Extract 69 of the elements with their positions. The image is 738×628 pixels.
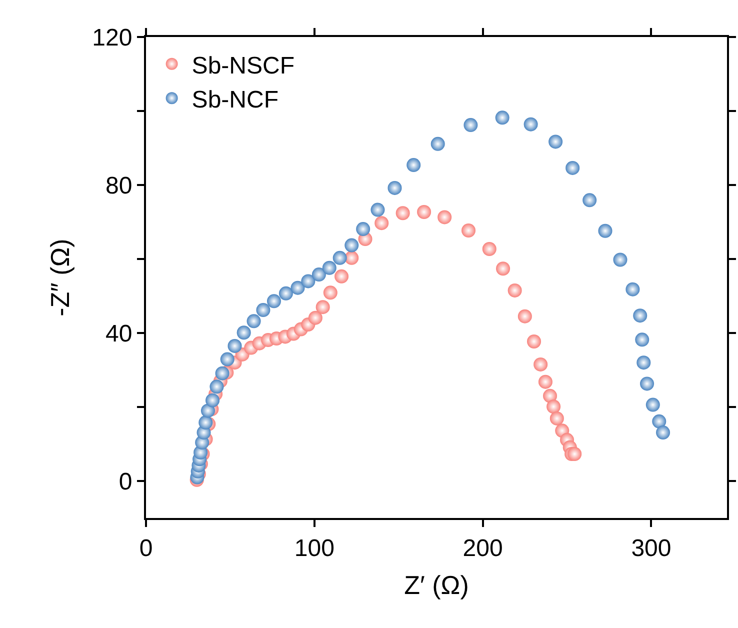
point	[527, 334, 542, 349]
point	[228, 338, 242, 353]
point	[316, 300, 330, 314]
point	[344, 238, 359, 252]
point	[534, 357, 548, 372]
x-axis-title: Z′ (Ω)	[404, 570, 469, 600]
y-tick-label: 0	[118, 468, 132, 496]
point	[546, 400, 561, 414]
point	[301, 274, 316, 288]
y-tick-label: 120	[92, 24, 132, 52]
x-tick-label: 0	[139, 534, 153, 562]
point	[256, 303, 270, 318]
point	[635, 332, 650, 347]
point	[396, 206, 410, 220]
point	[636, 356, 651, 370]
point	[322, 260, 336, 275]
y-tick-label: 80	[105, 172, 132, 200]
x-tick-label: 300	[631, 534, 672, 562]
point	[266, 294, 281, 308]
point	[312, 268, 326, 282]
point	[206, 393, 220, 408]
legend-label: Sb-NCF	[192, 86, 278, 114]
x-tick-label: 100	[294, 534, 334, 562]
point	[462, 224, 476, 238]
point	[332, 250, 347, 265]
point	[566, 160, 580, 175]
point	[633, 308, 648, 323]
point	[640, 376, 654, 391]
point	[290, 280, 305, 295]
point	[236, 326, 251, 340]
point	[438, 210, 452, 224]
point	[626, 282, 640, 296]
point	[308, 310, 322, 325]
y-axis-title: -Z″ (Ω)	[45, 238, 76, 316]
point	[198, 416, 213, 430]
x-tick-label: 200	[462, 534, 503, 562]
point	[278, 286, 293, 300]
point	[374, 216, 389, 230]
point	[430, 136, 445, 151]
point	[388, 180, 402, 195]
legend-label: Sb-NSCF	[192, 52, 294, 80]
point	[220, 352, 234, 366]
point	[652, 414, 666, 428]
point	[524, 117, 538, 132]
point	[482, 242, 496, 256]
point	[215, 366, 230, 380]
point	[495, 110, 510, 125]
point	[406, 158, 421, 172]
point	[334, 269, 349, 284]
point	[550, 411, 564, 426]
point	[538, 374, 552, 389]
point	[656, 426, 670, 440]
point	[210, 380, 224, 394]
point	[598, 224, 612, 238]
point	[464, 118, 478, 132]
point	[613, 252, 628, 267]
point	[496, 262, 510, 276]
point	[582, 193, 597, 208]
point	[356, 222, 370, 236]
point	[417, 205, 432, 220]
point	[508, 283, 522, 298]
point	[246, 314, 261, 328]
point	[548, 134, 563, 149]
point	[370, 202, 385, 217]
y-tick-label: 40	[105, 320, 132, 348]
point	[646, 398, 660, 412]
point	[568, 446, 582, 461]
point	[323, 286, 338, 300]
point	[518, 309, 532, 324]
